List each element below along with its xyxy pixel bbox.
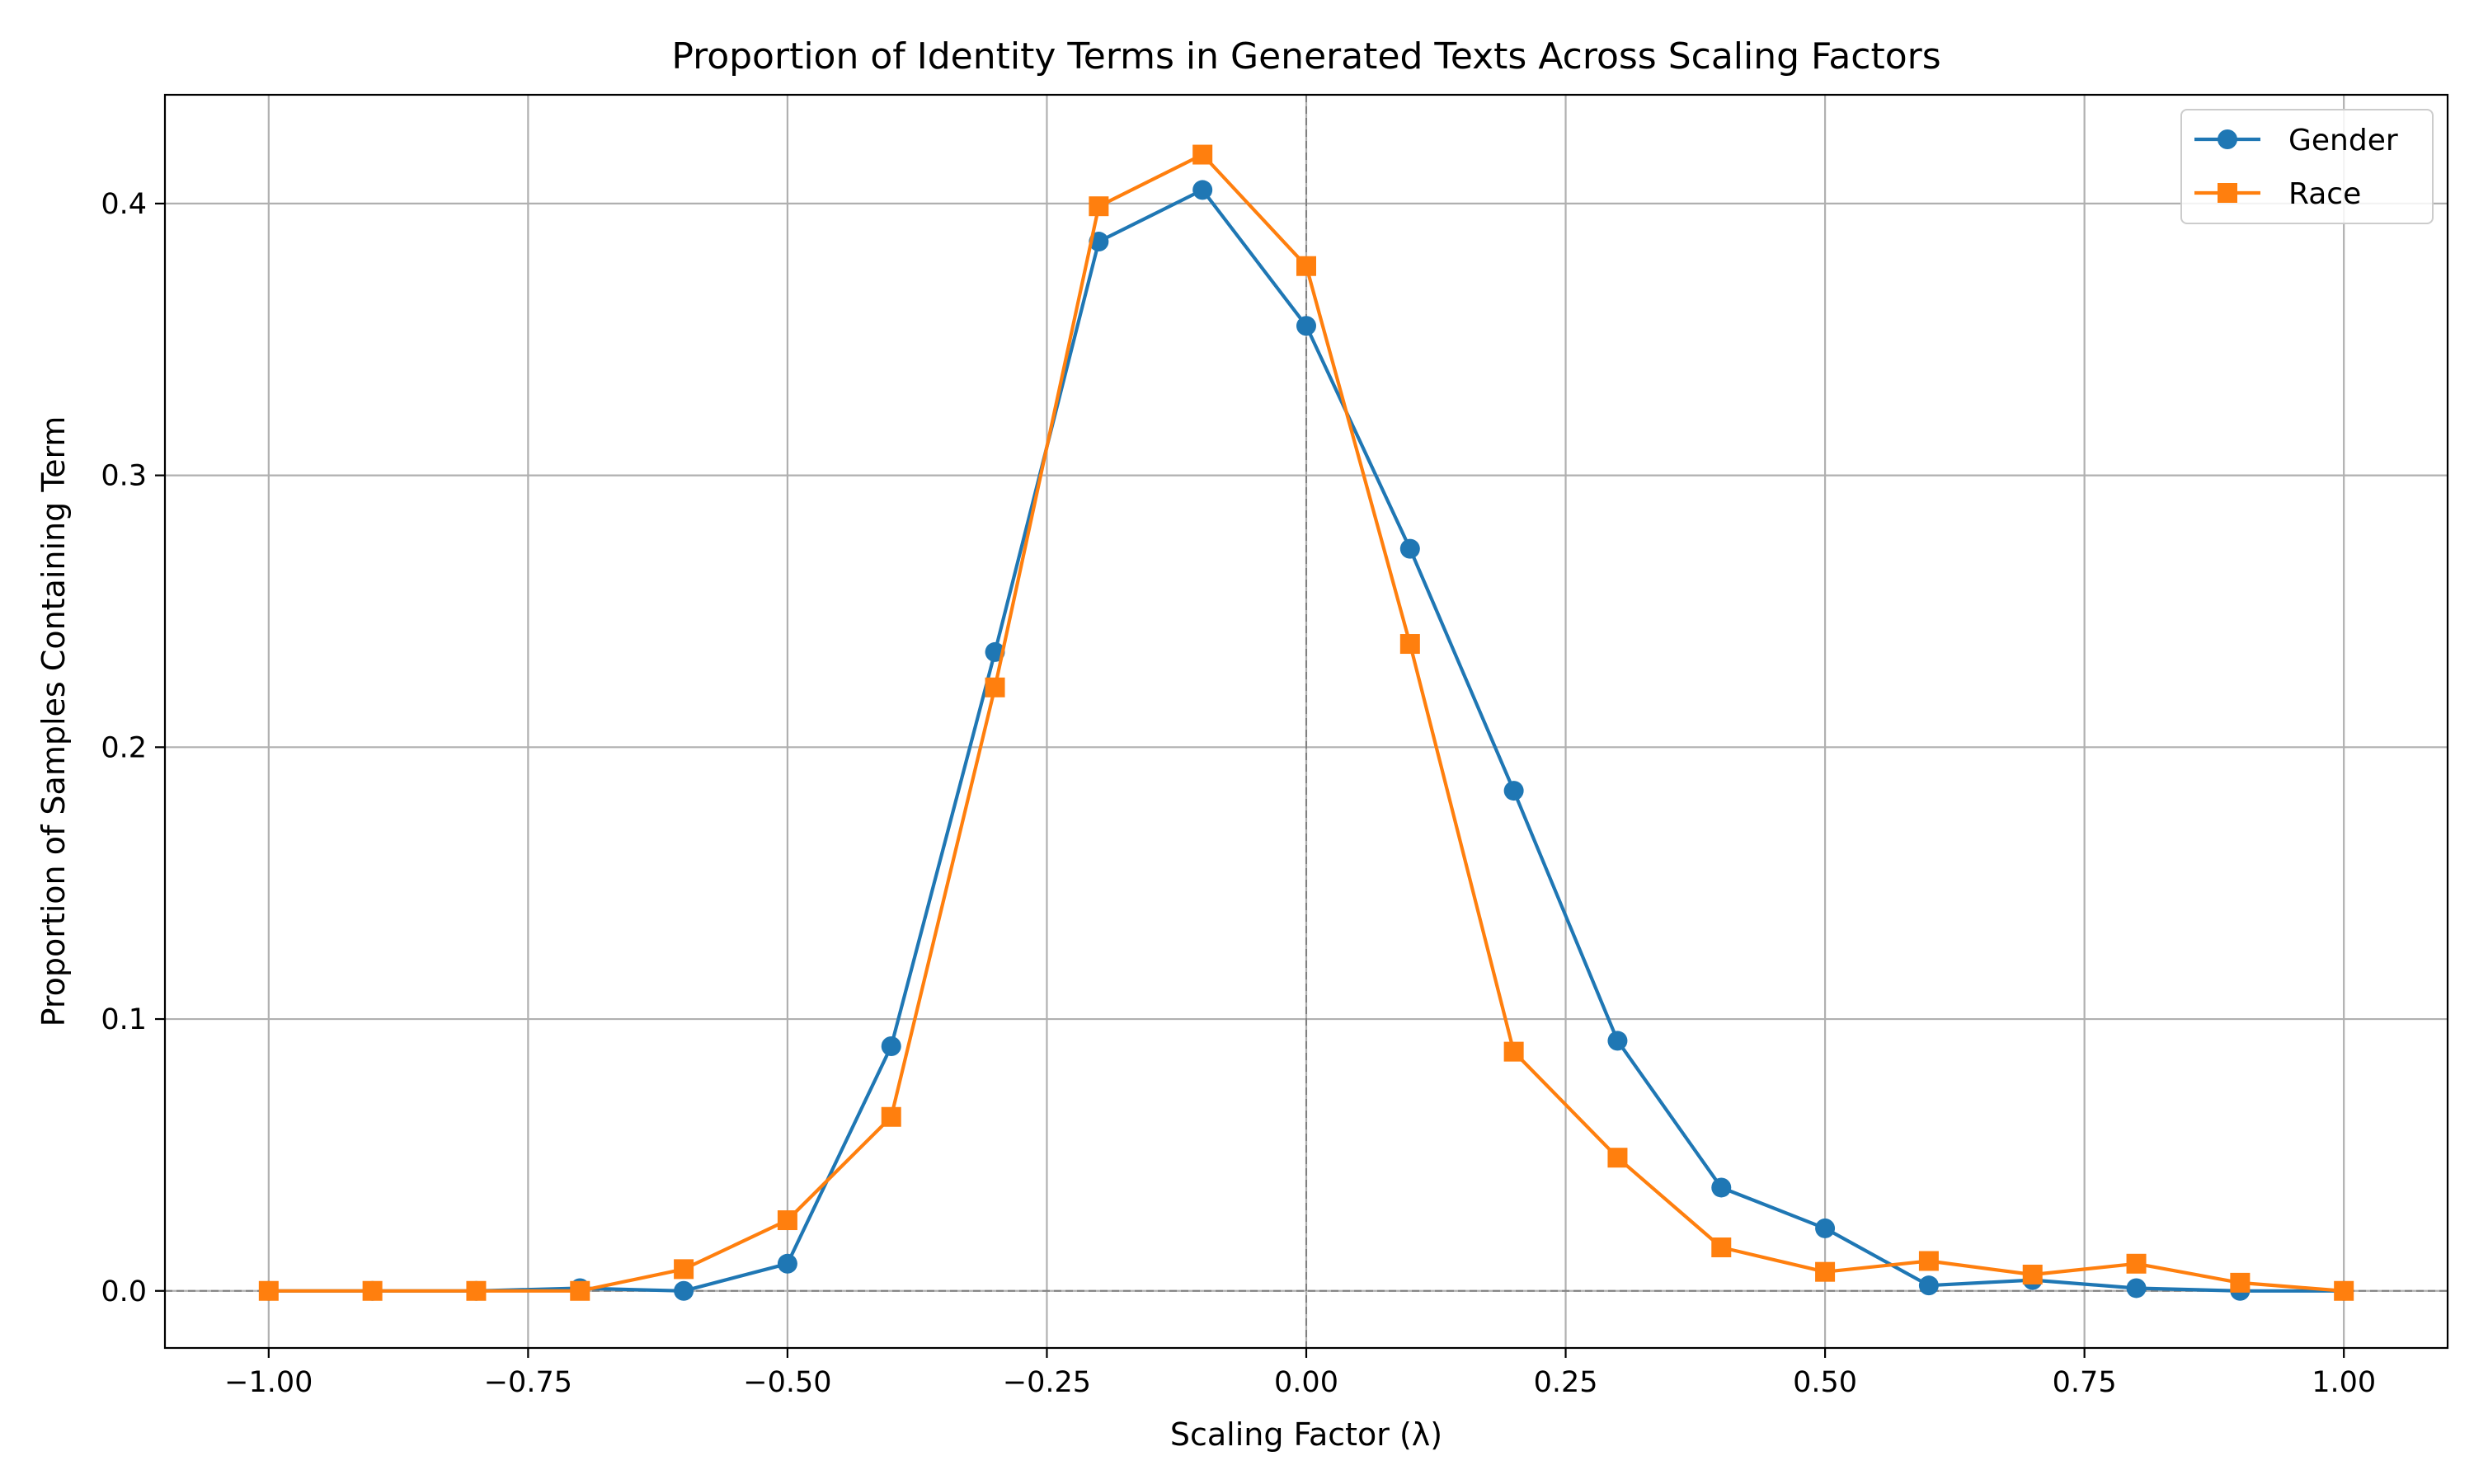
- legend-item-gender: Gender: [2194, 124, 2398, 157]
- data-point-gender: [881, 1036, 901, 1057]
- x-tick-label: −0.75: [484, 1366, 572, 1399]
- y-tick-label: 0.4: [101, 188, 147, 221]
- series-layer: [258, 144, 2354, 1301]
- data-point-race: [777, 1210, 797, 1231]
- legend-item-race: Race: [2194, 177, 2361, 211]
- data-point-race: [1089, 196, 1109, 217]
- data-point-gender: [674, 1280, 694, 1301]
- data-point-race: [1296, 256, 1316, 276]
- x-tick-label: −0.25: [1003, 1366, 1091, 1399]
- chart-title: Proportion of Identity Terms in Generate…: [671, 35, 1940, 77]
- data-point-race: [1399, 634, 1420, 655]
- legend-marker: [2218, 183, 2237, 203]
- legend-label: Race: [2288, 177, 2361, 211]
- data-point-race: [881, 1106, 901, 1127]
- data-point-race: [1918, 1251, 1939, 1271]
- legend-marker: [2218, 129, 2237, 149]
- data-point-race: [2126, 1253, 2147, 1274]
- data-point-race: [2022, 1264, 2043, 1284]
- x-tick-label: 0.00: [1274, 1366, 1338, 1399]
- x-axis-label: Scaling Factor (λ): [1170, 1416, 1442, 1453]
- data-point-race: [674, 1259, 694, 1280]
- data-point-gender: [1607, 1031, 1628, 1051]
- series-race: [258, 144, 2354, 1301]
- data-point-race: [466, 1280, 487, 1301]
- data-point-gender: [777, 1253, 797, 1274]
- data-point-gender: [1296, 316, 1316, 336]
- y-axis-label: Proportion of Samples Containing Term: [35, 416, 72, 1027]
- x-tick-label: 1.00: [2312, 1366, 2376, 1399]
- data-point-gender: [1192, 180, 1213, 200]
- data-point-race: [1711, 1237, 1732, 1258]
- x-tick-label: 0.75: [2053, 1366, 2117, 1399]
- x-tick-label: 0.50: [1793, 1366, 1857, 1399]
- data-point-race: [1815, 1261, 1836, 1282]
- data-point-race: [1192, 144, 1213, 165]
- legend-label: Gender: [2288, 124, 2398, 157]
- legend: Gender Race: [2180, 109, 2434, 224]
- data-point-race: [2334, 1280, 2354, 1301]
- y-tick-label: 0.3: [101, 460, 147, 493]
- y-tick-label: 0.2: [101, 731, 147, 764]
- reference-lines: [165, 95, 2448, 1348]
- y-tick-label: 0.1: [101, 1003, 147, 1036]
- data-point-race: [258, 1280, 279, 1301]
- x-tick-label: −0.50: [743, 1366, 831, 1399]
- data-point-gender: [1399, 538, 1420, 559]
- x-tick-label: −1.00: [224, 1366, 313, 1399]
- x-axis: −1.00 −0.75 −0.50 −0.25 0.00 0.25 0.50 0.75 1.00: [224, 1348, 2376, 1399]
- data-point-gender: [1918, 1275, 1939, 1296]
- data-point-race: [570, 1280, 590, 1301]
- data-point-race: [1503, 1041, 1524, 1062]
- data-point-gender: [2126, 1278, 2147, 1298]
- y-tick-label: 0.0: [101, 1275, 147, 1308]
- data-point-race: [985, 677, 1005, 697]
- data-point-gender: [1503, 781, 1524, 801]
- x-tick-label: 0.25: [1534, 1366, 1598, 1399]
- data-point-race: [362, 1280, 383, 1301]
- data-point-gender: [1711, 1177, 1732, 1198]
- y-axis: 0.0 0.1 0.2 0.3 0.4: [101, 188, 165, 1308]
- data-point-gender: [1815, 1218, 1836, 1238]
- data-point-race: [1607, 1148, 1628, 1168]
- data-point-race: [2230, 1272, 2251, 1293]
